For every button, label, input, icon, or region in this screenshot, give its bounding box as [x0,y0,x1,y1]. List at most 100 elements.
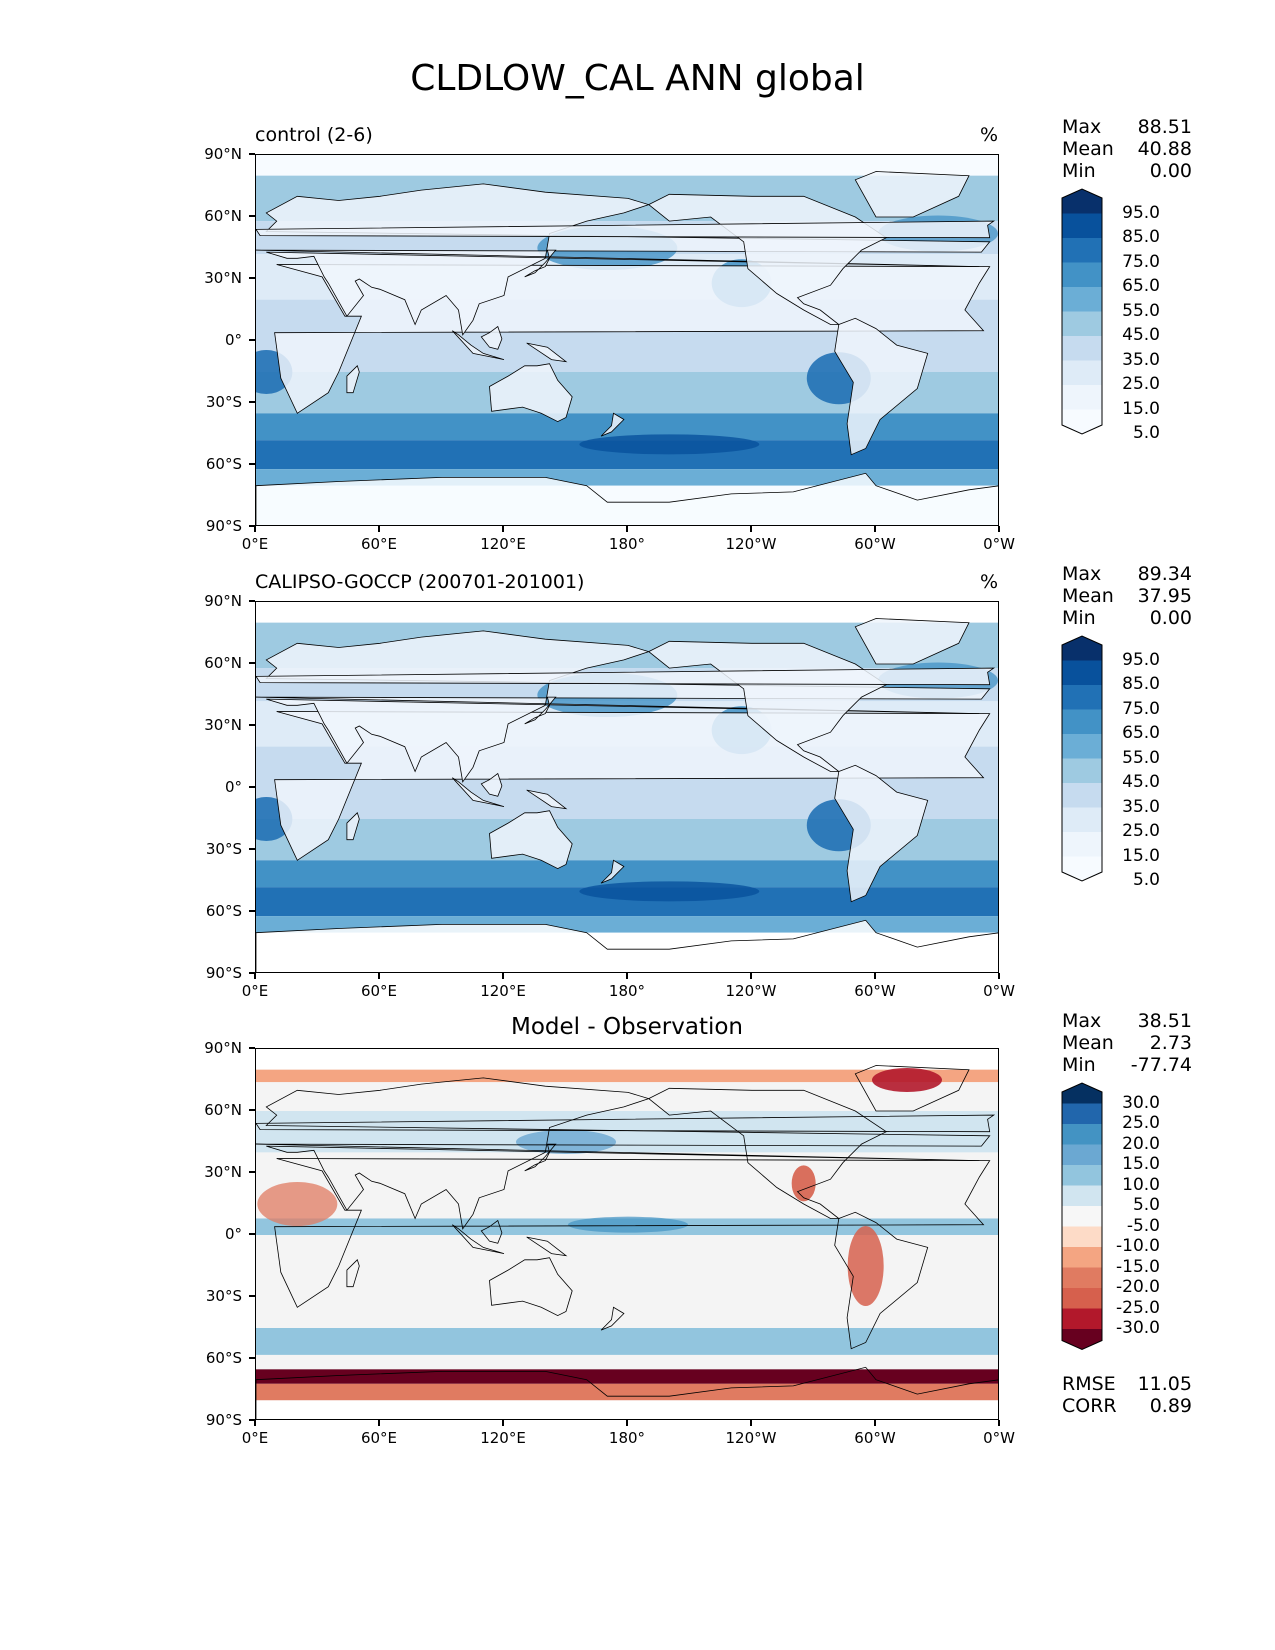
colorbar-segment [1062,1247,1102,1268]
x-tick-label: 180° [608,535,646,553]
stat-key: CORR [1062,1394,1117,1417]
y-tick [249,662,255,664]
coastline-madagascar [346,1259,360,1288]
panel-title: control (2-6) [255,124,373,146]
coastline-madagascar [346,365,360,394]
x-tick [626,526,628,532]
units-label: % [980,571,999,593]
map-plot-area [255,154,999,526]
x-tick-label: 60°W [854,1429,896,1447]
error-stats-block: RMSE 11.05 CORR 0.89 [1062,1373,1192,1417]
coastline-nz [600,1306,625,1331]
stat-min: Min -77.74 [1062,1054,1192,1076]
units-label: % [980,124,999,146]
polar-cap-north [256,602,998,623]
y-tick [249,1171,255,1173]
x-tick [378,1420,380,1426]
x-tick-label: 60°W [854,982,896,1000]
coastline-eurasia [256,183,991,336]
colorbar-label: -10.0 [1116,1236,1160,1256]
y-tick-label: 30°N [204,269,242,287]
colorbar-segment [1062,1226,1102,1247]
y-tick-label: 90°S [205,1411,242,1429]
y-tick-label: 60°N [204,207,242,225]
y-tick-label: 30°S [205,840,242,858]
x-tick [874,526,876,532]
colorbar-segment [1062,1308,1102,1329]
coastline-greenland [854,618,970,665]
coastline-ng [526,342,568,363]
stat-key: Mean [1062,585,1114,607]
x-tick-label: 60°E [360,1429,398,1447]
y-tick-label: 0° [224,331,242,349]
stat-max: Max 38.51 [1062,1010,1192,1032]
stats-block: Max 89.34 Mean 37.95 Min 0.00 [1062,563,1192,629]
stat-value: 37.95 [1137,585,1192,607]
coastline-uk [256,1114,996,1133]
equatorial-pacific-diff [568,1216,688,1233]
x-tick-label: 120°W [725,535,777,553]
stats-block: Max 88.51 Mean 40.88 Min 0.00 [1062,116,1192,182]
x-tick [750,1420,752,1426]
x-tick-label: 0°E [241,1429,269,1447]
x-tick-label: 120°E [480,982,526,1000]
stat-key: Mean [1062,138,1114,160]
stat-min: Min 0.00 [1062,160,1192,182]
x-tick-label: 0°E [241,535,269,553]
y-tick-label: 60°S [205,1349,242,1367]
colorbar-label: 5.0 [1132,1195,1160,1215]
x-tick [998,973,1000,979]
polar-cap-north [256,155,998,176]
y-tick [249,1419,255,1421]
map-plot-area [255,1048,999,1420]
greenland-diff [872,1068,942,1092]
x-tick-label: 0°W [983,1429,1015,1447]
colorbar-label: 25.0 [1122,1113,1160,1133]
contour-map [256,1049,998,1419]
south-america-diff [847,1226,884,1306]
colorbar-label: 35.0 [1122,796,1160,817]
map-panel-1: control (2-6)% 90°N 60°N 30°N 0° 30°S 60°S 90°S… [0,116,1275,582]
stat-mean: Mean 40.88 [1062,138,1192,160]
contour-map [256,602,998,972]
colorbar-segment [1062,1329,1102,1350]
x-tick-label: 120°E [480,535,526,553]
colorbar [1061,1082,1103,1351]
y-tick-label: 90°S [205,517,242,535]
x-tick [254,526,256,532]
colorbar-segment [1062,783,1102,808]
stat-value: 11.05 [1137,1372,1192,1395]
coastline-samerica [834,1211,929,1350]
coastline-australia [489,363,573,423]
polar-cap-south [256,1400,998,1419]
colorbar-label: 30.0 [1122,1092,1160,1113]
x-tick [378,526,380,532]
map-plot-area [255,601,999,973]
panel-title: Model - Observation [510,1014,744,1040]
stat-mean: Mean 37.95 [1062,585,1192,607]
colorbar-label: 10.0 [1122,1174,1160,1195]
x-tick [750,526,752,532]
band-antarctic-diff [256,1383,998,1401]
colorbar-label: -30.0 [1116,1318,1160,1338]
coastline-antarctica [256,1366,998,1419]
colorbar-segment [1062,1267,1102,1288]
coastline-indonesia [452,1224,505,1254]
colorbar-label: 5.0 [1132,870,1160,890]
coastline-madagascar [346,812,360,841]
x-tick-label: 180° [608,982,646,1000]
colorbar [1061,188,1103,435]
southern-ocean-max [579,434,760,455]
stat-key: Max [1062,116,1102,138]
colorbar-outline [1061,188,1103,435]
x-tick-label: 120°E [480,1429,526,1447]
x-tick [502,1420,504,1426]
x-tick-label: 120°W [725,982,777,1000]
coastline-eurasia [256,630,991,783]
colorbar-label: 85.0 [1122,227,1160,247]
y-tick [249,786,255,788]
coastline-nz [600,412,625,437]
polar-cap-north [256,1049,998,1070]
stat-value: -77.74 [1130,1054,1192,1076]
stat-key: Mean [1062,1032,1114,1054]
